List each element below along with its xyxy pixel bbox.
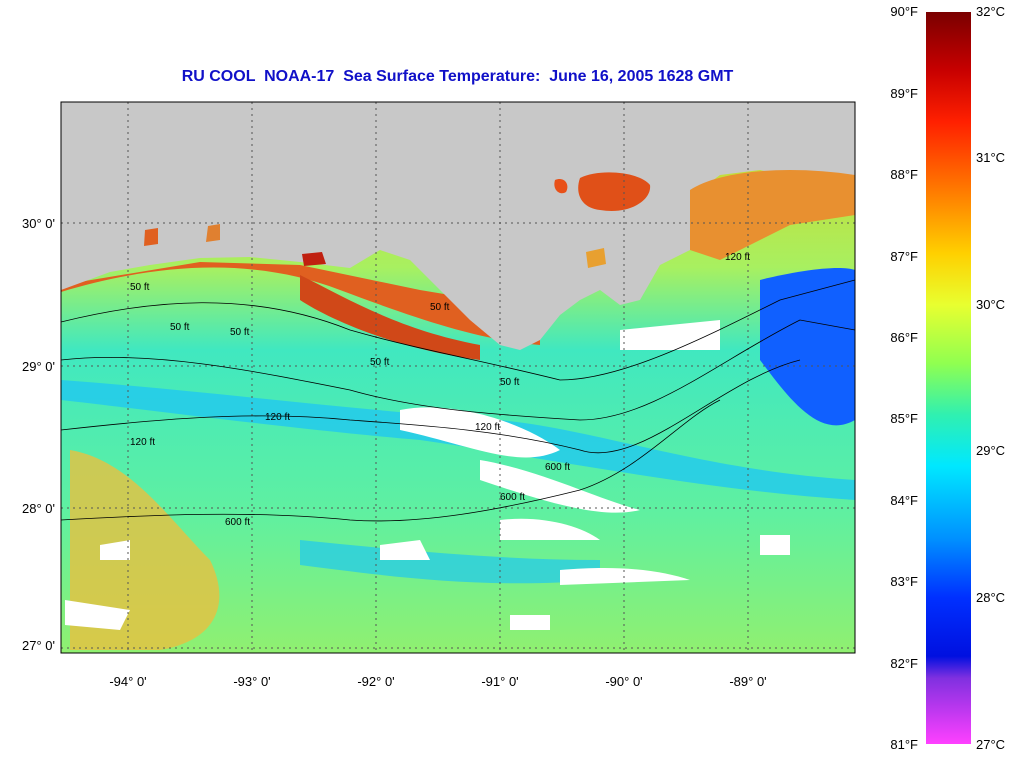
fahrenheit-label: 87°F xyxy=(890,249,918,264)
celsius-label: 32°C xyxy=(976,4,1006,19)
fahrenheit-label: 86°F xyxy=(890,330,918,345)
cool-band xyxy=(300,540,600,584)
warm-southwest-water xyxy=(70,450,220,650)
contour-label: 600 ft xyxy=(545,462,570,473)
land-mass xyxy=(61,102,855,350)
depth-contours xyxy=(60,279,856,522)
longitude-label: -93° 0' xyxy=(233,674,270,689)
longitude-label: -89° 0' xyxy=(729,674,766,689)
celsius-label: 31°C xyxy=(976,150,1006,165)
longitude-label: -90° 0' xyxy=(605,674,642,689)
celsius-label: 28°C xyxy=(976,590,1006,605)
celsius-label: 30°C xyxy=(976,297,1006,312)
contour-label: 600 ft xyxy=(225,517,250,528)
east-coast-warm-water xyxy=(690,170,855,260)
temperature-colorbar xyxy=(926,12,971,744)
fahrenheit-label: 84°F xyxy=(890,493,918,508)
island-patches xyxy=(144,224,606,268)
fahrenheit-label: 85°F xyxy=(890,411,918,426)
longitude-label: -92° 0' xyxy=(357,674,394,689)
cool-eastern-water xyxy=(760,268,855,426)
contour-label: 120 ft xyxy=(475,422,500,433)
celsius-label: 27°C xyxy=(976,737,1006,752)
longitude-label: -91° 0' xyxy=(481,674,518,689)
graticule xyxy=(61,102,855,653)
map-title: RU COOL NOAA-17 Sea Surface Temperature:… xyxy=(181,68,734,85)
longitude-label: -94° 0' xyxy=(109,674,146,689)
contour-label: 50 ft xyxy=(370,357,390,368)
contour-label: 50 ft xyxy=(230,327,250,338)
contour-label: 120 ft xyxy=(725,252,750,263)
latitude-label: 28° 0' xyxy=(22,501,55,516)
cloud-patches xyxy=(65,320,790,630)
latitude-label: 27° 0' xyxy=(22,638,55,653)
contour-label: 600 ft xyxy=(500,492,525,503)
map-frame xyxy=(60,101,856,654)
latitude-label: 30° 0' xyxy=(22,216,55,231)
contour-label: 120 ft xyxy=(265,412,290,423)
contour-label: 120 ft xyxy=(130,437,155,448)
contour-label: 50 ft xyxy=(430,302,450,313)
contour-label: 50 ft xyxy=(130,282,150,293)
lake xyxy=(554,179,568,194)
lake xyxy=(578,172,651,211)
fahrenheit-label: 83°F xyxy=(890,574,918,589)
fahrenheit-label: 88°F xyxy=(890,167,918,182)
fahrenheit-label: 81°F xyxy=(890,737,918,752)
contour-label: 50 ft xyxy=(170,322,190,333)
sst-map: 50 ft 50 ft 50 ft 50 ft 50 ft 50 ft 120 … xyxy=(22,101,856,689)
fahrenheit-label: 82°F xyxy=(890,656,918,671)
fahrenheit-label: 89°F xyxy=(890,86,918,101)
fahrenheit-label: 90°F xyxy=(890,4,918,19)
celsius-label: 29°C xyxy=(976,443,1006,458)
contour-label: 50 ft xyxy=(500,377,520,388)
latitude-label: 29° 0' xyxy=(22,359,55,374)
warm-coastal-water xyxy=(300,275,480,360)
